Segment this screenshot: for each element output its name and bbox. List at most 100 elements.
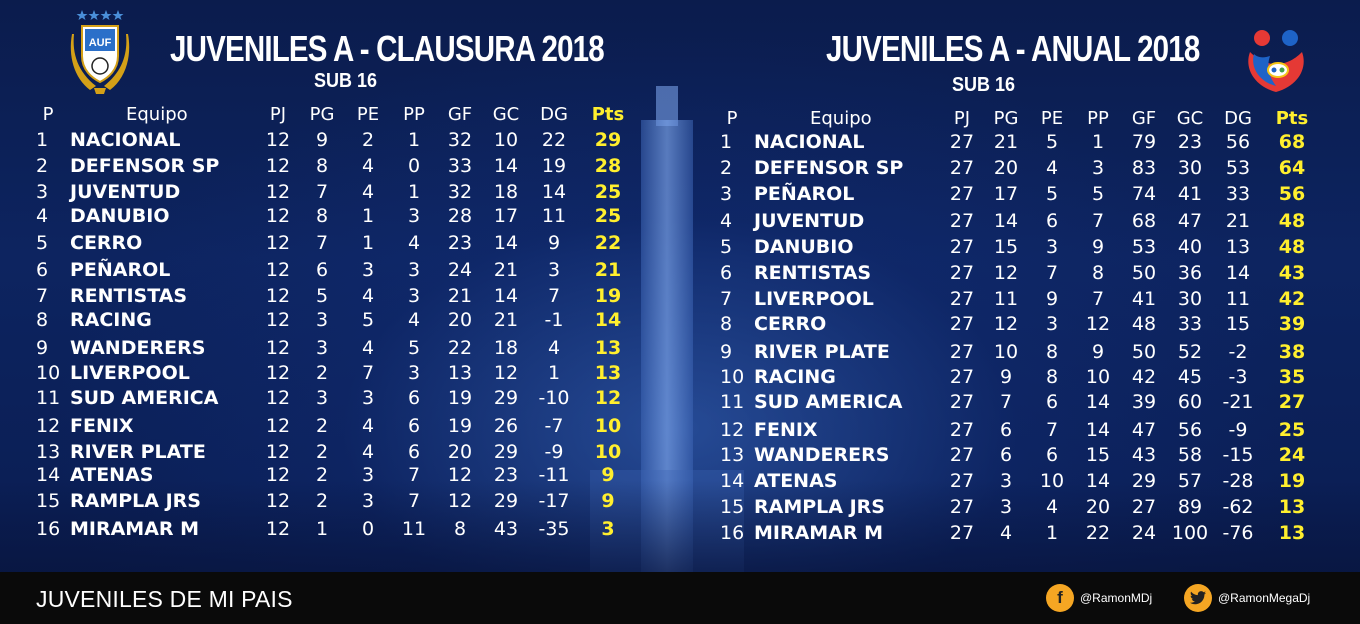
cell-pp: 3 [407,362,421,384]
auf-crest-icon: AUF [70,10,130,94]
cell-gf: 12 [447,490,473,512]
cell-gf: 33 [447,155,473,177]
cell-pg: 6 [315,259,329,281]
cell-position: 2 [720,157,733,179]
cell-pe: 2 [361,129,375,151]
cell-gf: 68 [1131,210,1157,232]
cell-pg: 3 [315,309,329,331]
cell-pg: 3 [315,337,329,359]
table-row: 4 DANUBIO 12 8 1 3 28 17 11 25 [0,204,680,228]
cell-dg: -35 [538,518,570,540]
table-row: 5 CERRO 12 7 1 4 23 14 9 22 [0,231,680,255]
facebook-handle: @RamonMDj [1080,591,1153,605]
cell-dg: 7 [547,285,561,307]
cell-gc: 30 [1177,157,1203,179]
cell-pts: 42 [1278,288,1306,310]
cell-pj: 12 [265,387,291,409]
cell-pj: 27 [949,444,975,466]
cell-pe: 7 [1045,419,1059,441]
cell-pp: 1 [407,129,421,151]
cell-pg: 12 [993,262,1019,284]
cell-position: 10 [720,366,745,388]
cell-pts: 10 [594,415,622,437]
ofi-logo-icon [1248,30,1304,92]
table-row: 10 RACING 27 9 8 10 42 45 -3 35 [684,365,1360,389]
cell-position: 12 [720,419,745,441]
cell-dg: -2 [1228,341,1248,363]
cell-team: CERRO [70,232,143,254]
cell-pe: 10 [1039,470,1065,492]
cell-pj: 12 [265,415,291,437]
cell-pts: 22 [594,232,622,254]
cell-pg: 6 [999,419,1013,441]
header-pg: PG [993,108,1019,129]
cell-pg: 2 [315,490,329,512]
cell-pe: 4 [361,441,375,463]
cell-dg: 22 [541,129,567,151]
cell-position: 14 [36,464,61,486]
cell-pts: 48 [1278,210,1306,232]
cell-pts: 13 [594,337,622,359]
cell-position: 7 [720,288,733,310]
cell-pts: 13 [1278,496,1306,518]
cell-pj: 27 [949,131,975,153]
header-gf: GF [447,104,473,125]
cell-dg: 19 [541,155,567,177]
cell-pg: 3 [999,496,1013,518]
cell-gc: 60 [1177,391,1203,413]
cell-dg: 4 [547,337,561,359]
footer-title: JUVENILES DE MI PAIS [36,586,293,612]
facebook-link[interactable]: f @RamonMDj [1046,584,1152,612]
cell-position: 10 [36,362,61,384]
table-row: 3 PEÑAROL 27 17 5 5 74 41 33 56 [684,182,1360,206]
cell-pts: 10 [594,441,622,463]
header-pe: PE [356,104,380,125]
cell-position: 15 [720,496,745,518]
cell-pe: 3 [1045,313,1059,335]
cell-team: DEFENSOR SP [754,157,904,179]
cell-gf: 43 [1131,444,1157,466]
cell-gc: 14 [493,232,519,254]
cell-gf: 32 [447,181,473,203]
cell-position: 3 [720,183,733,205]
table-row: 7 LIVERPOOL 27 11 9 7 41 30 11 42 [684,287,1360,311]
header-dg: DG [540,104,568,125]
cell-position: 14 [720,470,745,492]
table-row: 4 JUVENTUD 27 14 6 7 68 47 21 48 [684,209,1360,233]
cell-dg: 11 [541,205,567,227]
cell-team: FENIX [754,419,818,441]
cell-pg: 7 [315,181,329,203]
cell-pp: 6 [407,415,421,437]
cell-gf: 27 [1131,496,1157,518]
cell-position: 11 [720,391,745,413]
cell-pp: 7 [1091,288,1105,310]
cell-gc: 10 [493,129,519,151]
cell-pg: 5 [315,285,329,307]
cell-position: 16 [36,518,61,540]
cell-dg: 9 [547,232,561,254]
table-row: 9 RIVER PLATE 27 10 8 9 50 52 -2 38 [684,340,1360,364]
cell-pj: 27 [949,419,975,441]
twitter-link[interactable]: @RamonMegaDj [1184,584,1310,612]
cell-pts: 25 [594,205,622,227]
left-subtitle: SUB 16 [314,70,378,92]
cell-gc: 89 [1177,496,1203,518]
cell-gc: 100 [1171,522,1209,544]
cell-gf: 29 [1131,470,1157,492]
cell-pe: 8 [1045,366,1059,388]
cell-position: 4 [720,210,733,232]
table-row: 8 CERRO 27 12 3 12 48 33 15 39 [684,312,1360,336]
cell-position: 3 [36,181,49,203]
cell-pts: 29 [594,129,622,151]
cell-position: 1 [36,129,49,151]
table-row: 8 RACING 12 3 5 4 20 21 -1 14 [0,308,680,332]
cell-pp: 7 [407,464,421,486]
cell-team: RENTISTAS [70,285,188,307]
tower-top [656,86,678,126]
table-row: 1 NACIONAL 27 21 5 1 79 23 56 68 [684,130,1360,154]
table-row: 2 DEFENSOR SP 12 8 4 0 33 14 19 28 [0,154,680,178]
cell-gc: 57 [1177,470,1203,492]
cell-pts: 9 [601,490,615,512]
header-pp: PP [403,104,425,125]
cell-dg: -3 [1228,366,1248,388]
